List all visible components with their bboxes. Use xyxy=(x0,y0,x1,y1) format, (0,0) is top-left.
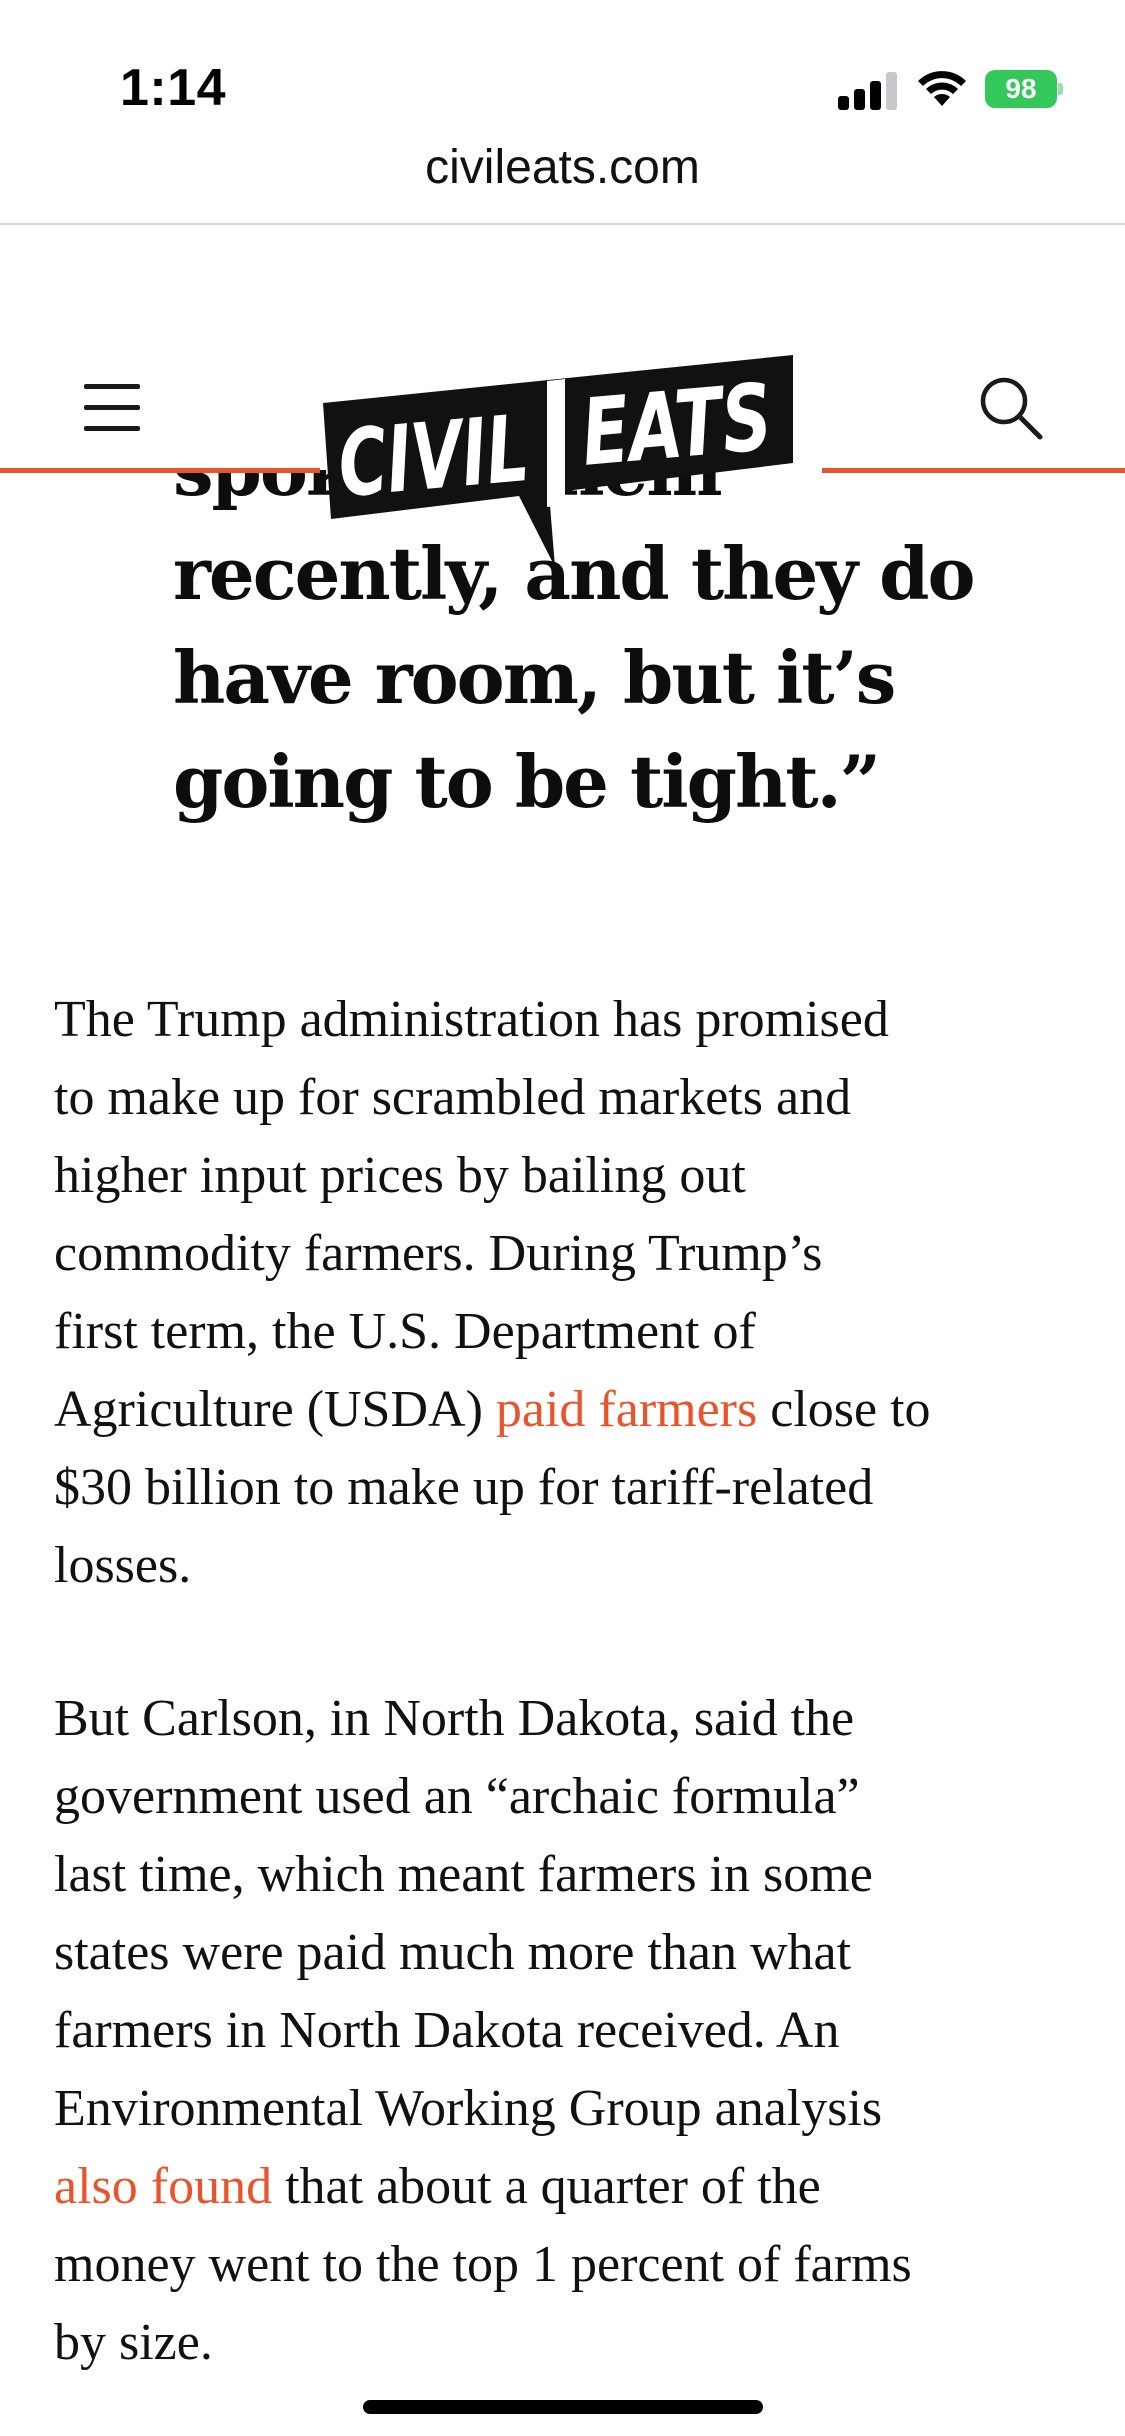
paragraph-line: But Carlson, in North Dakota, said the xyxy=(54,1690,855,1747)
browser-url-bar[interactable]: civileats.com xyxy=(0,130,1125,225)
paragraph-line: also found that about a quarter of the xyxy=(54,2148,1084,2226)
paragraph-line: by size. xyxy=(54,2314,213,2371)
article-paragraph-2: But Carlson, in North Dakota, said the g… xyxy=(54,1680,1084,2382)
home-indicator[interactable] xyxy=(363,2400,763,2414)
article-paragraph-1: The Trump administration has promised to… xyxy=(54,981,1084,1605)
pull-quote-line: going to be tight.” xyxy=(173,739,881,824)
paragraph-line: Agriculture (USDA) paid farmers close to xyxy=(54,1371,1084,1449)
battery-level: 98 xyxy=(985,70,1057,108)
paragraph-line: higher input prices by bailing out xyxy=(54,1147,746,1204)
battery-icon: 98 xyxy=(985,70,1063,108)
status-bar: 1:14 98 xyxy=(0,0,1125,135)
paragraph-line: first term, the U.S. Department of xyxy=(54,1303,756,1360)
cellular-signal-icon xyxy=(838,72,898,110)
paragraph-line: Environmental Working Group analysis xyxy=(54,2080,883,2137)
paid-farmers-link[interactable]: paid farmers xyxy=(495,1381,758,1438)
paragraph-text: that about a quarter of the xyxy=(272,2158,821,2215)
paragraph-line: losses. xyxy=(54,1537,192,1594)
paragraph-line: last time, which meant farmers in some xyxy=(54,1846,873,1903)
wifi-icon xyxy=(918,71,966,106)
paragraph-line: commodity farmers. During Trump’s xyxy=(54,1225,823,1282)
paragraph-line: states were paid much more than what xyxy=(54,1924,852,1981)
logo-text-eats: EATS xyxy=(577,364,776,487)
logo-divider xyxy=(547,379,565,507)
paragraph-text: Agriculture (USDA) xyxy=(54,1381,496,1438)
paragraph-line: $30 billion to make up for tariff-relate… xyxy=(54,1459,874,1516)
pull-quote-line: recently, and they do xyxy=(173,531,976,616)
logo-text-civil: CIVIL xyxy=(334,395,533,518)
search-icon[interactable] xyxy=(978,375,1044,441)
paragraph-line: money went to the top 1 percent of farms xyxy=(54,2236,912,2293)
also-found-link[interactable]: also found xyxy=(54,2158,273,2215)
hamburger-menu-icon[interactable] xyxy=(80,380,146,436)
paragraph-line: farmers in North Dakota received. An xyxy=(54,2002,840,2059)
status-time: 1:14 xyxy=(120,59,227,117)
civil-eats-logo[interactable]: CIVIL EATS xyxy=(323,355,798,565)
paragraph-line: government used an “archaic formula” xyxy=(54,1768,860,1825)
paragraph-line: to make up for scrambled markets and xyxy=(54,1069,852,1126)
url-text[interactable]: civileats.com xyxy=(425,141,700,194)
paragraph-text: close to xyxy=(757,1381,931,1438)
paragraph-line: The Trump administration has promised xyxy=(54,991,889,1048)
pull-quote-line: have room, but it’s xyxy=(173,635,896,720)
